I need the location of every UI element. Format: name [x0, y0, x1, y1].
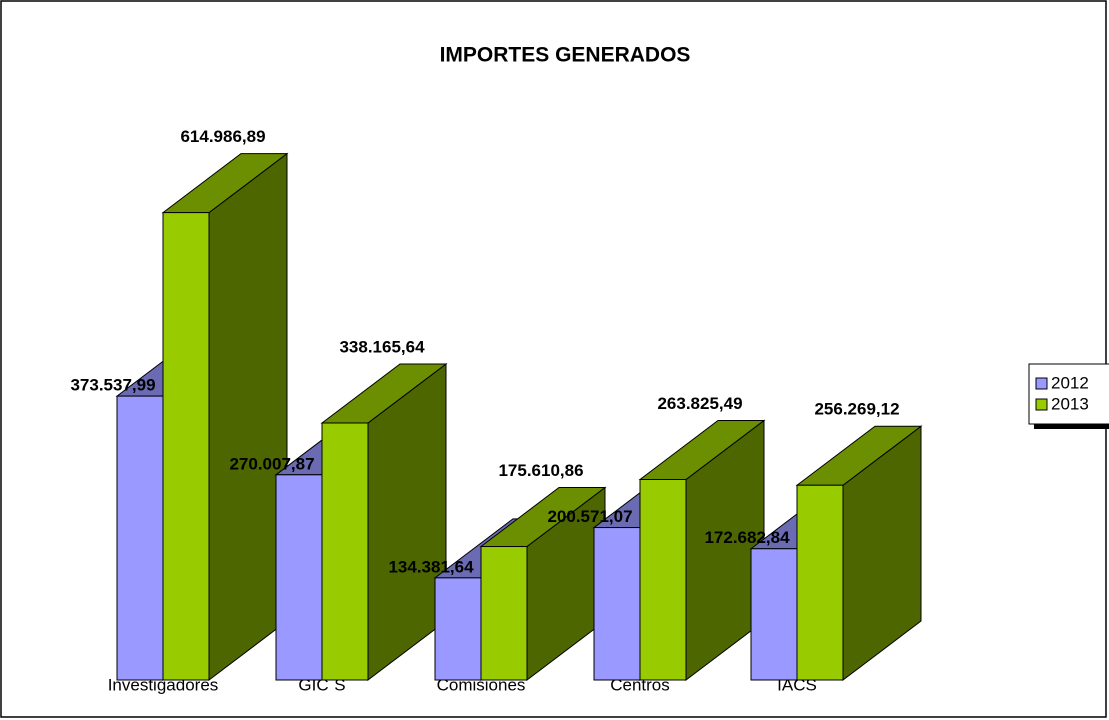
- data-label: 175.610,86: [498, 461, 583, 480]
- legend-label: 2012: [1051, 373, 1089, 392]
- bar: [116, 395, 164, 681]
- data-label: 270.007,87: [229, 454, 314, 473]
- bar: [275, 474, 323, 681]
- data-label: 614.986,89: [180, 127, 265, 146]
- data-label: 134.381,64: [388, 557, 474, 576]
- legend-box: [1028, 363, 1109, 425]
- bar: [593, 527, 641, 681]
- data-label: 200.571,07: [547, 507, 632, 526]
- legend-label: 2013: [1051, 394, 1089, 413]
- bar-side: [208, 152, 288, 682]
- bar: [434, 577, 482, 681]
- bar: [162, 212, 210, 681]
- legend-swatch: [1035, 377, 1048, 390]
- bar: [321, 422, 369, 681]
- data-label: 256.269,12: [814, 400, 899, 419]
- legend-swatch: [1035, 398, 1048, 411]
- bar: [639, 478, 687, 681]
- data-label: 373.537,99: [70, 376, 155, 395]
- data-label: 338.165,64: [339, 337, 425, 356]
- bar: [750, 548, 798, 681]
- bar: [480, 546, 528, 681]
- bar: [796, 484, 844, 681]
- data-label: 172.682,84: [704, 528, 790, 547]
- data-label: 263.825,49: [657, 394, 742, 413]
- chart-title: IMPORTES GENERADOS: [440, 44, 691, 67]
